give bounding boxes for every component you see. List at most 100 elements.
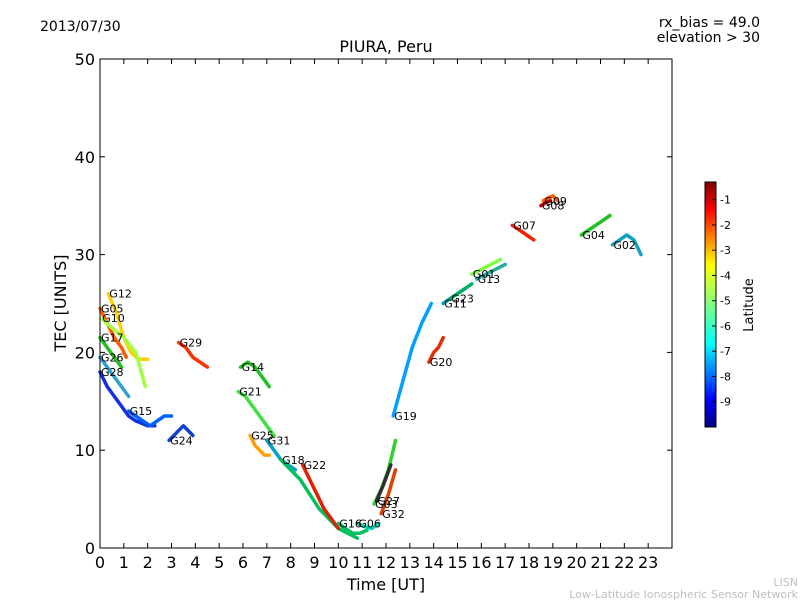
series-label-g10: G10 [102,312,125,325]
colorbar-tick-label: -5 [720,295,731,308]
x-tick-label: 8 [286,553,296,572]
series-g05 [98,306,128,360]
series-g29 [176,340,210,369]
x-tick-label: 22 [614,553,634,572]
colorbar-tick-label: -7 [720,345,731,358]
x-tick-label: 14 [423,553,443,572]
series-label-g14: G14 [242,361,265,374]
x-tick-label: 21 [590,553,610,572]
colorbar-tick-label: -1 [720,194,731,207]
series-label-g20: G20 [430,356,453,369]
series-label-g32: G32 [382,508,405,521]
series-g13 [474,262,507,281]
footer-lisn: LISN [773,576,798,589]
colorbar-tick-label: -2 [720,219,731,232]
series-g17 [98,335,124,369]
colorbar-tick-label: -3 [720,244,731,257]
series-g06 [355,521,381,531]
series-g21 [236,389,276,438]
series-g19 [391,301,434,418]
series-g07 [510,223,536,242]
colorbar-ticks: -1 -2 -3 -4 -5 -6 -7 -8 -9 [712,194,731,409]
x-tick-label: 18 [519,553,539,572]
series-g04 [579,213,612,237]
y-tick-label: 50 [75,50,95,69]
series-label-g26: G26 [101,351,124,364]
series-label-g01: G01 [473,268,496,281]
series-label-g31: G31 [268,434,291,447]
x-tick-label: 17 [495,553,515,572]
colorbar-tick-label: -9 [720,396,731,409]
series-label-g17: G17 [101,332,124,345]
series-label-g25: G25 [251,430,274,443]
rx-bias-label: rx_bias = 49.0 [659,15,760,31]
series-g14 [238,360,271,389]
series-g24 [167,424,195,443]
x-tick-label: 3 [166,553,176,572]
series-label-g08: G08 [542,200,565,213]
footer-network: Low-Latitude Ionospheric Sensor Network [569,588,798,600]
series-layer [98,194,643,540]
elevation-label: elevation > 30 [657,30,760,46]
date-label: 2013/07/30 [40,19,121,35]
series-label-g24: G24 [170,434,193,447]
colorbar-label: Latitude [742,278,757,332]
series-g01 [470,257,503,276]
series-g16 [336,521,369,536]
series-label-g28: G28 [101,366,124,379]
series-label-g21: G21 [239,386,262,399]
y-tick-label: 20 [75,343,95,362]
y-tick-label: 30 [75,246,95,265]
series-g22 [300,463,341,531]
x-tick-label: 11 [352,553,372,572]
series-label-g13: G13 [478,273,501,286]
series-g27 [374,463,393,503]
series-g09 [541,194,560,203]
series-g25 [248,433,271,457]
series-label-g16: G16 [339,518,362,531]
series-g20 [427,335,445,364]
x-tick-label: 2 [143,553,153,572]
x-tick-label: 20 [566,553,586,572]
x-tick-label: 16 [471,553,491,572]
chart-title: PIURA, Peru [339,37,432,56]
series-label-g02: G02 [613,239,636,252]
series-label-g27: G27 [378,495,401,508]
x-tick-label: 1 [119,553,129,572]
colorbar-tick-label: -4 [720,269,731,282]
y-axis: 0 10 20 30 40 50 [75,50,672,558]
series-label-g12: G12 [109,288,132,301]
colorbar-tick-label: -8 [720,370,731,383]
series-label-g19: G19 [394,410,417,423]
x-tick-label: 15 [447,553,467,572]
series-label-g09: G09 [544,195,567,208]
series-label-g23: G23 [451,293,474,306]
series-label-g03: G03 [375,498,398,511]
series-label-g11: G11 [444,298,467,311]
y-tick-label: 10 [75,441,95,460]
series-g28 [98,370,157,428]
x-tick-label: 0 [95,553,105,572]
series-label-g18: G18 [282,454,305,467]
x-axis: 0 1 2 3 4 5 6 7 8 9 10 11 12 13 14 15 16 17 18 19 20 21 22 23 [95,59,658,572]
x-tick-label: 5 [214,553,224,572]
series-g32 [379,468,398,516]
x-tick-label: 13 [400,553,420,572]
x-tick-label: 9 [309,553,319,572]
series-g18 [279,458,360,540]
series-label-g06: G06 [358,518,381,531]
series-label-g22: G22 [304,459,327,472]
x-tick-label: 23 [638,553,658,572]
series-label-g15: G15 [130,405,153,418]
series-label-g07: G07 [513,219,536,232]
series-label-g04: G04 [582,229,605,242]
colorbar-tick-label: -6 [720,320,731,333]
x-tick-label: 10 [328,553,348,572]
x-tick-label: 7 [262,553,272,572]
series-label-g05: G05 [101,302,124,315]
colorbar: -1 -2 -3 -4 -5 -6 -7 -8 -9 Latitude [704,181,757,428]
series-g26 [98,355,131,399]
series-g23 [448,282,474,301]
